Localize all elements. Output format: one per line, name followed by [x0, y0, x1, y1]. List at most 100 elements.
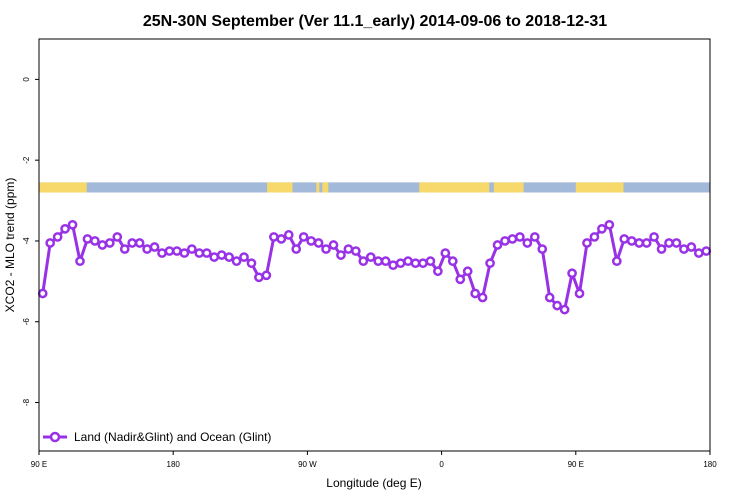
data-point: [60, 223, 70, 234]
data-point: [500, 236, 510, 246]
legend-marker-swatch: [49, 431, 61, 443]
data-point: [172, 246, 182, 256]
x-tick-label: 180: [167, 460, 181, 469]
data-point: [641, 238, 652, 248]
data-point: [306, 236, 316, 246]
y-axis-label: XCO2 - MLO trend (ppm): [3, 178, 17, 313]
data-point: [485, 258, 495, 269]
x-axis-label: Longitude (deg E): [326, 476, 421, 490]
data-point: [470, 288, 480, 299]
data-point: [343, 244, 354, 254]
data-point: [186, 244, 197, 254]
data-point: [403, 256, 413, 267]
band-land-segment: [419, 182, 490, 193]
data-point: [75, 256, 85, 267]
data-point: [246, 258, 257, 269]
data-point: [522, 238, 533, 248]
data-point: [656, 244, 667, 254]
data-point: [209, 252, 220, 262]
data-point: [164, 246, 175, 256]
y-tick-label: -2: [22, 156, 31, 164]
data-point: [477, 292, 488, 303]
data-point: [216, 250, 227, 260]
data-point: [119, 244, 130, 254]
data-point: [582, 238, 592, 248]
surface-type-band: [39, 182, 710, 193]
data-point: [45, 238, 56, 248]
band-land-segment: [322, 182, 329, 193]
band-land-segment: [575, 182, 624, 193]
data-point: [90, 236, 100, 246]
data-point: [328, 240, 339, 250]
data-point: [373, 256, 384, 267]
y-tick-label: -8: [22, 398, 31, 406]
data-point: [298, 232, 309, 242]
data-point: [626, 236, 637, 246]
data-point: [492, 240, 503, 250]
data-point: [679, 244, 689, 254]
data-point: [269, 232, 279, 242]
data-point: [537, 244, 548, 254]
x-tick-label: 90 W: [298, 460, 317, 469]
data-point: [142, 244, 152, 254]
data-point: [149, 242, 160, 252]
x-tick-label: 90 E: [568, 460, 584, 469]
data-point: [619, 234, 630, 244]
data-point: [82, 234, 93, 244]
data-point: [351, 246, 361, 256]
data-point: [201, 248, 212, 258]
chart-title: 25N-30N September (Ver 11.1_early) 2014-…: [143, 13, 607, 30]
data-point: [194, 248, 205, 258]
data-point: [336, 250, 346, 260]
series-layer: [37, 219, 712, 315]
data-point: [224, 252, 234, 262]
x-tick-label: 180: [703, 460, 717, 469]
data-point: [604, 219, 615, 230]
data-point: [365, 252, 376, 262]
band-land-segment: [267, 182, 293, 193]
data-point: [664, 238, 674, 248]
data-point: [157, 248, 167, 258]
data-point: [418, 258, 428, 269]
y-tick-label: 0: [22, 77, 31, 82]
data-point: [37, 288, 48, 299]
data-point: [589, 232, 600, 242]
data-point: [649, 232, 659, 242]
data-point: [380, 256, 391, 267]
data-point: [104, 238, 115, 248]
data-point: [321, 244, 331, 254]
data-point: [515, 232, 525, 242]
data-point: [52, 232, 63, 242]
data-point: [254, 272, 264, 283]
x-axis: 90 E 180 90 W 0 90 E 180: [31, 451, 717, 469]
data-point: [574, 288, 585, 299]
data-point: [283, 230, 294, 240]
data-point: [455, 274, 466, 285]
data-point: [388, 260, 398, 271]
data-point: [395, 258, 406, 269]
data-point: [671, 238, 682, 248]
data-point: [276, 234, 287, 244]
data-point: [447, 256, 458, 267]
y-tick-label: -6: [22, 318, 31, 326]
data-point: [313, 238, 324, 248]
data-point: [693, 248, 704, 258]
plot-frame: [38, 38, 711, 452]
y-axis: 0 -2 -4 -6 -8: [22, 77, 39, 406]
data-point: [462, 266, 473, 277]
data-point: [112, 232, 123, 242]
data-point: [239, 252, 249, 262]
data-point: [611, 256, 622, 267]
data-point: [634, 238, 645, 248]
data-point: [291, 244, 302, 254]
data-point: [425, 256, 436, 267]
x-tick-label: 90 E: [31, 460, 47, 469]
data-point: [231, 256, 242, 267]
data-point: [567, 268, 577, 279]
band-ocean: [39, 182, 710, 193]
data-point: [507, 234, 518, 244]
data-point: [410, 258, 421, 269]
data-point: [127, 238, 138, 248]
data-point: [67, 219, 78, 230]
data-point: [97, 240, 108, 250]
